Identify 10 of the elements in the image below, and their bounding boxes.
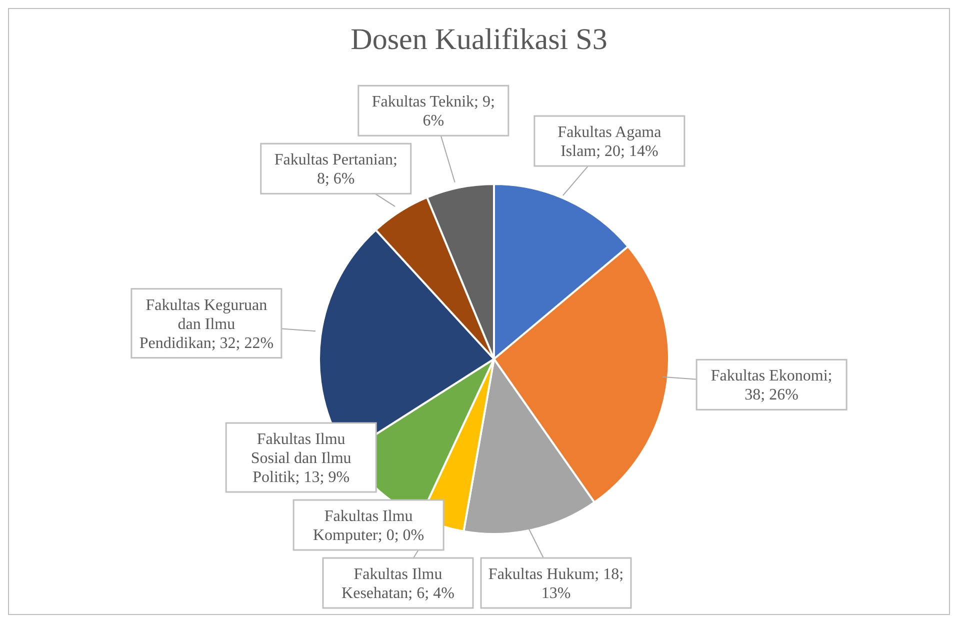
chart-title: Dosen Kualifikasi S3 — [350, 23, 608, 57]
category-label: Fakultas Ilmu Komputer; 0; 0% — [313, 508, 424, 544]
slice-label: Fakultas Ekonomi; 38; 26% — [710, 368, 832, 404]
slice-label: Fakultas Teknik; 9; 6% — [372, 94, 495, 130]
slice-label: Fakultas Pertanian; 8; 6% — [274, 152, 398, 188]
slice-label: Fakultas Hukum; 18; 13% — [488, 566, 624, 602]
slice-label: Fakultas Ilmu Sosial dan Ilmu Politik; 13; 9% — [250, 431, 352, 486]
slice-label: Fakultas Keguruan dan Ilmu Pendidikan; 32; 22% — [139, 296, 274, 352]
slice-label: Fakultas Agama Islam; 20; 14% — [558, 124, 662, 160]
slice-label: Fakultas Ilmu Kesehatan; 6; 4% — [342, 566, 454, 602]
